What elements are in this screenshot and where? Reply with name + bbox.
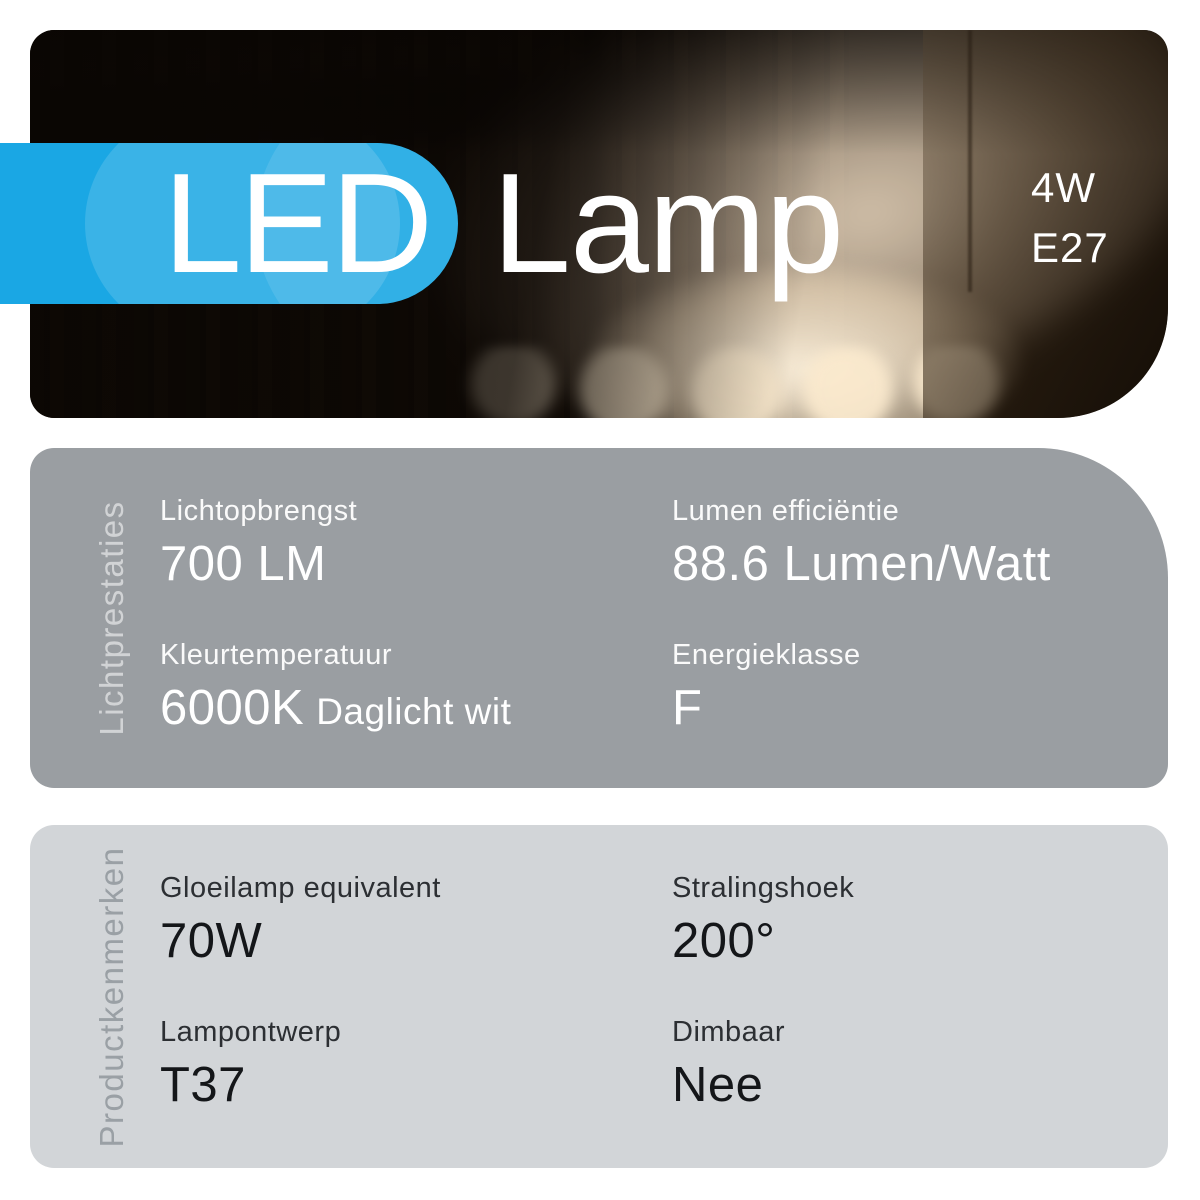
spec-value-main: F: [672, 681, 703, 735]
spec-value-main: 700 LM: [160, 537, 327, 591]
spec-value-main: 70W: [160, 914, 263, 968]
spec-value-main: 88.6 Lumen/Watt: [672, 537, 1051, 591]
spec-value: T37: [160, 1057, 650, 1117]
spec-value: 88.6 Lumen/Watt: [672, 536, 1162, 596]
spec-cell: Lampontwerp T37: [160, 1015, 650, 1117]
section-light-performance: Lichtprestaties Lichtopbrengst 700 LM Lu…: [30, 448, 1168, 788]
spec-cell: Gloeilamp equivalent 70W: [160, 871, 650, 973]
spec-cell: Dimbaar Nee: [672, 1015, 1162, 1117]
spec-value: 6000K Daglicht wit: [160, 680, 650, 740]
title-lamp: Lamp: [492, 144, 844, 303]
spec-label: Kleurtemperatuur: [160, 639, 393, 671]
spec-cell: Lumen efficiëntie 88.6 Lumen/Watt: [672, 494, 1162, 596]
spec-cell: Stralingshoek 200°: [672, 871, 1162, 973]
wattage-text: 4W: [1031, 164, 1096, 211]
title-led: LED: [163, 144, 433, 303]
banner-highlight-shape: [255, 143, 458, 304]
title-banner: [0, 143, 458, 304]
photo-right-overlay: 4W E27: [923, 30, 1168, 418]
spec-value-suffix: Daglicht wit: [316, 691, 512, 732]
spec-label: Lumen efficiëntie: [672, 495, 900, 527]
spec-value-main: 200°: [672, 914, 776, 968]
spec-label: Dimbaar: [672, 1016, 786, 1048]
banner-highlight-shape: [85, 143, 400, 304]
spec-value: 200°: [672, 913, 1162, 973]
spec-value: Nee: [672, 1057, 1162, 1117]
section-side-label: Lichtprestaties: [93, 500, 130, 736]
spec-value: 70W: [160, 913, 650, 973]
spec-label: Gloeilamp equivalent: [160, 872, 441, 904]
lamp-specs: 4W E27: [1031, 158, 1109, 278]
spec-value: 700 LM: [160, 536, 650, 596]
spec-cell: Energieklasse F: [672, 638, 1162, 740]
spec-value-main: T37: [160, 1058, 246, 1112]
spec-value-main: Nee: [672, 1058, 764, 1112]
spec-value: F: [672, 680, 1162, 740]
spec-label: Stralingshoek: [672, 872, 855, 904]
spec-cell: Kleurtemperatuur 6000K Daglicht wit: [160, 638, 650, 740]
spec-label: Lampontwerp: [160, 1016, 342, 1048]
spec-label: Lichtopbrengst: [160, 495, 358, 527]
spec-cell: Lichtopbrengst 700 LM: [160, 494, 650, 596]
spec-value-main: 6000K: [160, 681, 305, 735]
socket-text: E27: [1031, 224, 1109, 271]
section-product-features: Productkenmerken Gloeilamp equivalent 70…: [30, 825, 1168, 1168]
section-side-label: Productkenmerken: [93, 846, 130, 1147]
spec-label: Energieklasse: [672, 639, 861, 671]
